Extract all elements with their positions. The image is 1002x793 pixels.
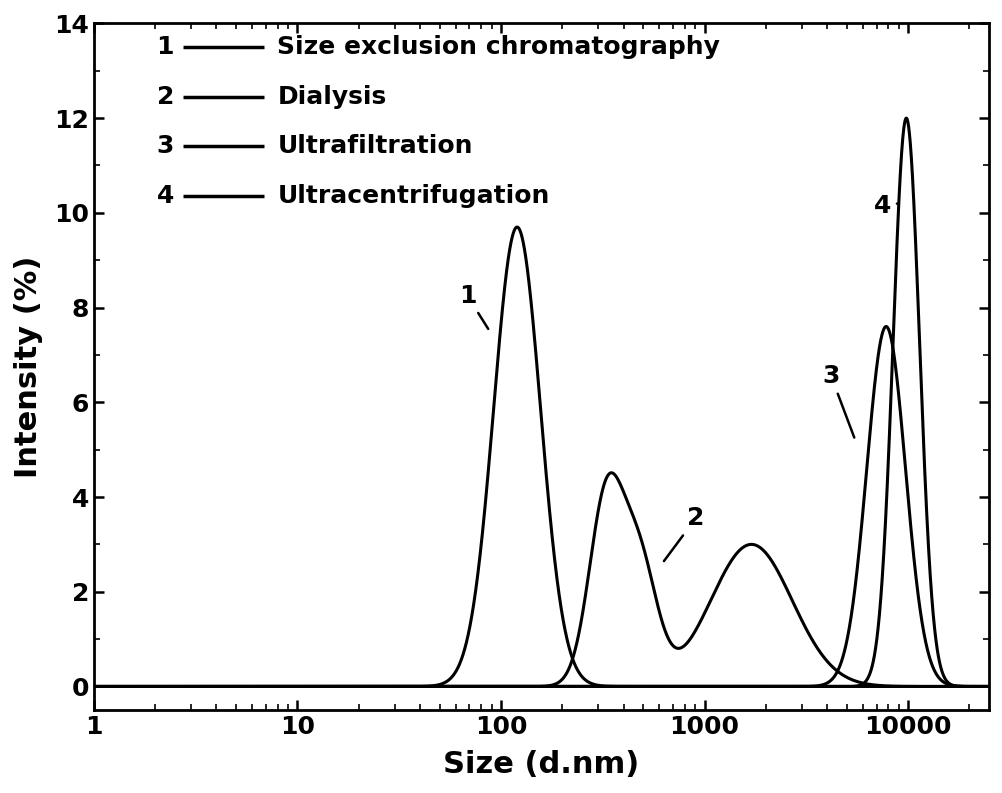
Text: 2: 2 — [156, 85, 173, 109]
Text: Size exclusion chromatography: Size exclusion chromatography — [278, 36, 719, 59]
Text: 3: 3 — [822, 364, 854, 438]
Text: Ultracentrifugation: Ultracentrifugation — [278, 184, 549, 208]
Text: 2: 2 — [663, 507, 703, 561]
Text: Ultrafiltration: Ultrafiltration — [278, 134, 472, 159]
Text: 1: 1 — [156, 36, 174, 59]
X-axis label: Size (d.nm): Size (d.nm) — [443, 750, 639, 779]
Text: 4: 4 — [156, 184, 173, 208]
Text: 4: 4 — [873, 193, 898, 218]
Text: Dialysis: Dialysis — [278, 85, 386, 109]
Text: 1: 1 — [458, 284, 488, 329]
Y-axis label: Intensity (%): Intensity (%) — [14, 255, 43, 478]
Text: 3: 3 — [156, 134, 173, 159]
